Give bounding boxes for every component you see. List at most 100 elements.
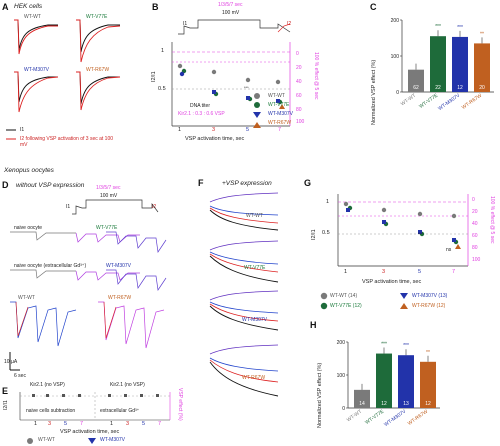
panel-b-plot [171, 19, 291, 127]
panel-e-xtick-3: 3 [48, 421, 52, 427]
panel-e-xtick-3b: 3 [126, 421, 130, 427]
panel-g-xtick-5: 5 [418, 269, 422, 275]
panel-b-dna-label: DNA titer [190, 103, 211, 109]
panel-a-traces [14, 19, 121, 113]
panel-b-rtick-40: 40 [296, 79, 302, 85]
panel-b-rtick-100: 100 [296, 119, 305, 125]
panel-e-xtick-1: 1 [34, 421, 38, 427]
panel-e-right-caption: extracellular Gd³⁺ [100, 408, 140, 414]
panel-g-rtick-40: 40 [472, 221, 478, 227]
panel-a-legend-i2: I2 following VSP activation of 3 sec at … [20, 136, 114, 148]
panel-d-protocol-mv: 100 mV [100, 193, 118, 199]
panel-c-ytick-label: 100 [391, 54, 400, 60]
panel-g-sig: *** [418, 231, 423, 236]
panel-c-chart: 010020062WT-WT22***WT-V77E12***WT-M307V2… [391, 18, 494, 112]
panel-b-xtick-5: 5 [246, 127, 250, 133]
panel-g-ns: ns [446, 247, 452, 253]
panel-b-i1: I1 [183, 21, 188, 27]
panel-b-protocol-mv: 100 mV [222, 10, 240, 16]
panel-e-xtick-5: 5 [64, 421, 68, 427]
panel-h-bar [354, 389, 370, 408]
panel-h-bar [398, 355, 414, 408]
panel-f-label-wt-m307v: WT-M307V [242, 317, 268, 323]
panel-g-ylabel: I2/I1 [311, 229, 317, 240]
panel-g-legend-wt-wt: WT-WT (14) [330, 293, 358, 299]
trace-wt-m307v [14, 71, 59, 113]
panel-e-left-title: Kir2.1 (no VSP) [30, 382, 65, 388]
panel-g-xlabel: VSP activation time, sec [362, 279, 422, 285]
panel-f-label-wt-v77e: WT-V77E [244, 265, 266, 271]
panel-b-rtick-0: 0 [296, 51, 299, 57]
panel-d-i1: I1 [66, 204, 71, 210]
panel-g-ytick-1: 1 [326, 199, 330, 205]
panel-a-letter: A [2, 2, 9, 12]
panel-b-xtick-1: 1 [178, 127, 182, 133]
panel-c-bar [430, 36, 446, 92]
panel-d-row1-right: WT-V77E [96, 225, 118, 231]
panel-h-sig: ** [426, 350, 430, 356]
panel-g-legend-symbols [320, 292, 408, 310]
panel-h-ytick-label: 200 [337, 340, 346, 346]
panel-e-ylabel: I2/I1 [3, 400, 9, 410]
panel-a-legend-i1: I1 [20, 127, 25, 133]
panel-d-traces [9, 199, 167, 371]
panel-d-protocol-time: 1/3/5/7 sec [96, 185, 121, 191]
panel-h-sig: *** [403, 343, 409, 349]
panel-b-xlabel: VSP activation time, sec [185, 136, 245, 142]
panel-g-letter: G [304, 178, 312, 188]
panel-e-xtick-7: 7 [80, 421, 84, 427]
panel-a-label-wt-v77e: WT-V77E [86, 14, 108, 20]
panel-c-bar [408, 69, 424, 92]
panel-e-plot [19, 392, 171, 421]
panel-b-legend-wt-v77e: WT-V77E [268, 102, 290, 108]
panel-c-ytick-label: 200 [391, 18, 400, 24]
panel-g-rtick-60: 60 [472, 233, 478, 239]
panel-b-rtick-80: 80 [296, 107, 302, 113]
panel-c-category-label: WT-M307V [437, 92, 461, 112]
panel-b-right-axis: 100 % effect @ 5 sec [313, 52, 319, 100]
panel-e-xtick-5b: 5 [142, 421, 146, 427]
panel-b-legend-wt-r67w: WT-R67W [268, 120, 292, 126]
panel-e-points [32, 394, 159, 397]
panel-b-ytick-1: 1 [161, 48, 165, 54]
panel-g-xtick-7: 7 [452, 269, 456, 275]
panel-e-xtick-1b: 1 [110, 421, 114, 427]
panel-f-label-wt-wt: WT-WT [246, 213, 263, 219]
panel-f-traces [209, 192, 279, 397]
panel-g-legend-wt-m307v: WT-M307V (13) [412, 293, 448, 299]
panel-d-scale-y: 10 µA [4, 359, 18, 365]
panel-h-bar [376, 353, 392, 408]
panel-b-ylabel: I2/I1 [151, 71, 157, 82]
panel-a-label-wt-r67w: WT-R67W [86, 67, 110, 73]
panel-d-letter: D [2, 180, 9, 190]
panel-c-sig: *** [435, 24, 441, 30]
panel-c-letter: C [370, 2, 377, 12]
panel-h-bar-n: 12 [381, 401, 387, 407]
panel-b-points [177, 63, 285, 109]
panel-b-legend-wt-m307v: WT-M307V [268, 111, 294, 117]
panel-g-rtick-80: 80 [472, 245, 478, 251]
panel-h-bar-n: 13 [403, 401, 409, 407]
panel-h-bar-n: 12 [425, 401, 431, 407]
panel-b-sig: *** [244, 85, 249, 90]
panel-g-rtick-0: 0 [472, 197, 475, 203]
panel-a-label-wt-m307v: WT-M307V [24, 67, 50, 73]
panel-g-ytick-05: 0.5 [322, 230, 330, 236]
panel-g-xtick-3: 3 [382, 269, 386, 275]
panel-a-legend-lines [6, 129, 16, 140]
panel-b-xtick-7: 7 [278, 127, 282, 133]
panel-e-xlabel: VSP activation time, sec [60, 429, 120, 435]
panel-d-scale-x: 6 sec [14, 373, 26, 379]
panel-b-protocol-time: 1/3/5/7 sec [218, 2, 243, 8]
panel-e-right-axis: VSP effect (%) [177, 388, 183, 421]
panel-c-bar-n: 20 [479, 85, 485, 91]
panel-h-ytick-label: 0 [342, 406, 345, 412]
trace-wt-v77e [76, 19, 121, 63]
panel-b-ytick-05: 0.5 [158, 86, 166, 92]
panel-e-right-title: Kir2.1 (no VSP) [110, 382, 145, 388]
trace-wt-wt [14, 19, 58, 55]
panel-h-category-label: WT-R67W [407, 409, 430, 427]
panel-g-plot [337, 194, 469, 267]
panel-c-sig: ** [480, 31, 484, 37]
panel-h-sig: *** [381, 342, 387, 348]
